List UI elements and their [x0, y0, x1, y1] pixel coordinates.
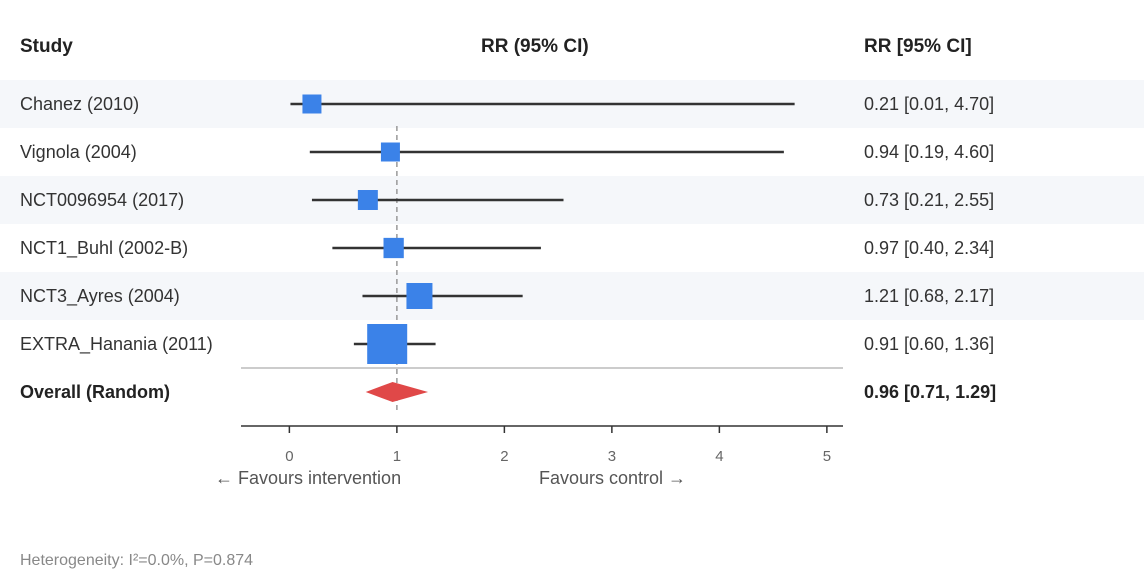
plot-column-header: RR (95% CI) [481, 36, 589, 57]
effect-square [406, 283, 433, 309]
effect-square [383, 237, 404, 259]
effect-square [380, 142, 400, 162]
study-ci-label: 0.21 [0.01, 4.70] [864, 94, 995, 114]
overall-name: Overall (Random) [20, 382, 171, 402]
study-name: NCT3_Ayres (2004) [20, 286, 180, 306]
favours-intervention-label: ← Favours intervention [215, 468, 402, 488]
effect-square [302, 94, 322, 114]
favours-control-label: Favours control → [539, 468, 687, 488]
x-tick-label: 1 [393, 448, 401, 465]
effect-square [357, 190, 378, 210]
study-ci-label: 0.91 [0.60, 1.36] [864, 334, 995, 354]
study-ci-label: 0.94 [0.19, 4.60] [864, 142, 995, 162]
x-tick-label: 0 [285, 448, 293, 465]
overall-diamond [365, 382, 429, 402]
study-ci-label: 1.21 [0.68, 2.17] [864, 286, 995, 306]
effect-square [367, 324, 408, 364]
study-column-header: Study [20, 36, 73, 57]
study-name: Vignola (2004) [20, 142, 137, 162]
study-name: NCT1_Buhl (2002-B) [20, 238, 189, 258]
ci-column-header: RR [95% CI] [864, 36, 972, 57]
study-ci-label: 0.97 [0.40, 2.34] [864, 238, 995, 258]
study-name: NCT0096954 (2017) [20, 190, 185, 210]
x-tick-label: 4 [715, 448, 723, 465]
row-band [0, 272, 1144, 320]
x-tick-label: 5 [823, 448, 831, 465]
overall-ci-label: 0.96 [0.71, 1.29] [864, 382, 997, 402]
study-ci-label: 0.73 [0.21, 2.55] [864, 190, 995, 210]
x-tick-label: 2 [500, 448, 508, 465]
row-band [0, 176, 1144, 224]
study-name: EXTRA_Hanania (2011) [20, 334, 213, 354]
x-tick-label: 3 [608, 448, 616, 465]
study-name: Chanez (2010) [20, 94, 140, 114]
heterogeneity-text: Heterogeneity: I²=0.0%, P=0.874 [20, 552, 254, 569]
